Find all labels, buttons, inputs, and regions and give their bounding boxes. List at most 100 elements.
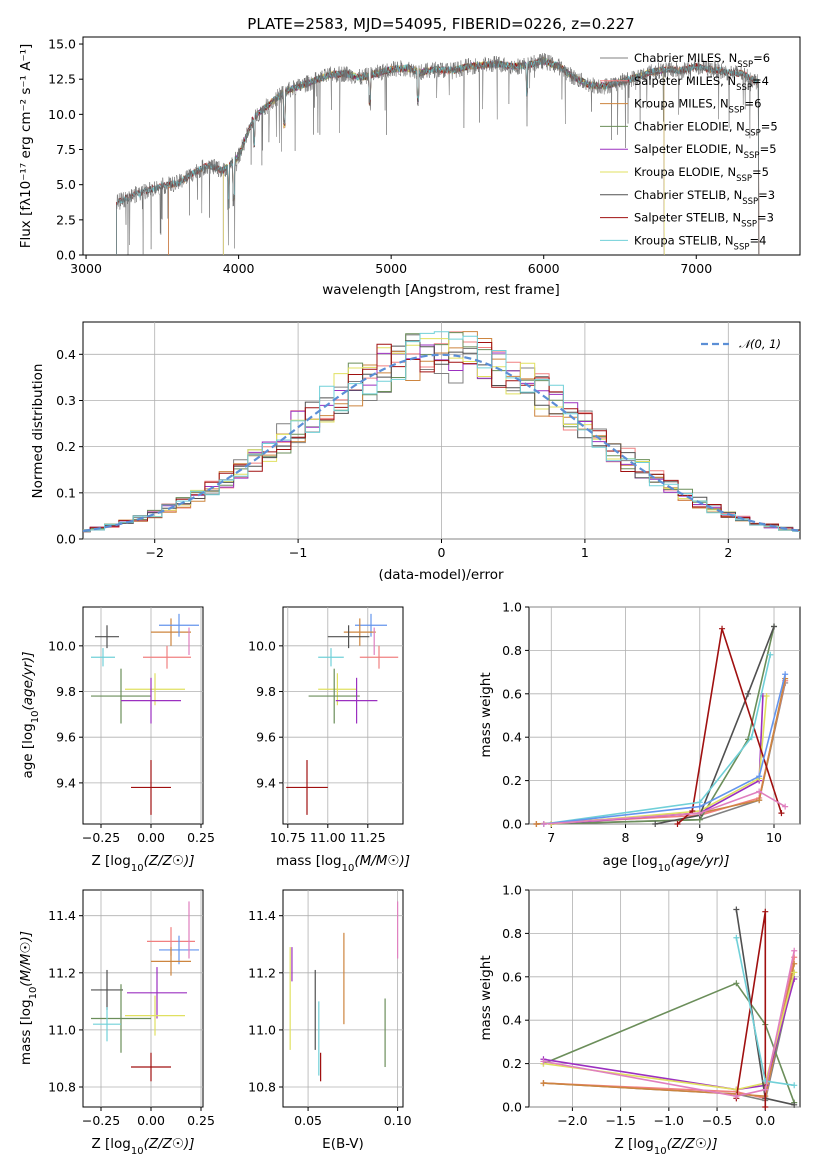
x-tick-label: −2: [145, 545, 163, 560]
y-tick-label: 11.4: [248, 908, 276, 923]
legend-label-sub: SSP: [741, 220, 757, 230]
weight-point-marker: [762, 1104, 769, 1110]
age-vs-metallicity-frame: [82, 606, 204, 825]
legend-label: Chabrier MILES, NSSP=6: [634, 51, 770, 70]
histogram-series-step: [83, 331, 800, 532]
weight-point-marker: [674, 821, 681, 827]
weight-point-marker: [540, 1080, 547, 1087]
spectrum-lines: [116, 53, 760, 255]
residuals-y-ticks: 0.0 0.1 0.2 0.3 0.4: [56, 347, 83, 547]
weight-vs-metallicity-y-axis-label: mass weight: [478, 955, 494, 1040]
weight-point-marker: [540, 821, 547, 827]
y-tick-label: 0.4: [502, 1013, 522, 1028]
x-tick-label: 0.00: [137, 1113, 165, 1128]
y-tick-label: 0.4: [502, 730, 522, 745]
weight-series-line: [676, 628, 783, 825]
x-tick-label: −0.5: [702, 1113, 732, 1128]
legend-label-sub: SSP: [736, 83, 752, 93]
y-tick-label: 0.0: [502, 1100, 522, 1115]
spectrum-frame: [82, 36, 801, 256]
legend-label-main: Salpeter STELIB, N: [634, 211, 741, 225]
x-tick-label: 0.00: [137, 830, 165, 845]
legend-label-sub: SSP: [744, 151, 760, 161]
residuals-y-axis-label: Normed distribution: [30, 364, 46, 499]
legend-label-normal: 𝒩(0, 1): [739, 337, 781, 351]
weight-point-marker: [778, 810, 785, 817]
legend-label-sub: SSP: [734, 242, 750, 252]
mass-vs-metallicity-panel: −0.25 0.00 0.25 10.8 11.0 11.2 11.4 Z [log10(Z…: [18, 889, 215, 1157]
x-tick-label: 7000: [680, 261, 712, 276]
y-tick-label: 10.8: [248, 1080, 276, 1095]
mass-vs-extinction-panel: 0.05 0.10 10.8 11.0 11.2 11.4 E(B-V): [248, 889, 412, 1152]
y-tick-label: 0.2: [56, 439, 76, 454]
legend-label: Salpeter ELODIE, NSSP=5: [634, 142, 777, 161]
y-tick-label: 12.5: [48, 72, 76, 87]
x-tick-label: 3000: [70, 261, 102, 276]
x-tick-label: −2.0: [557, 1113, 587, 1128]
weight-point-marker: [719, 625, 726, 632]
weight-vs-metallicity-frame: [528, 889, 801, 1108]
weight-point-marker: [771, 623, 778, 630]
weight-point-marker: [791, 947, 798, 954]
normal-distribution-curve: [82, 353, 801, 532]
y-tick-label: 0.0: [56, 248, 76, 263]
weight-point-marker: [767, 651, 774, 658]
y-tick-label: 9.4: [56, 775, 76, 790]
mass-vs-metallicity-x-axis-label: Z [log10(Z/Z☉)]: [91, 1136, 194, 1157]
weight-point-marker: [748, 734, 755, 741]
model-series-line: [116, 58, 760, 255]
weight-point-marker: [782, 803, 789, 810]
y-tick-label: 0.0: [502, 817, 522, 832]
legend-label-main: Chabrier MILES, N: [634, 51, 737, 65]
weight-series-line: [536, 678, 786, 825]
weight-point-marker: [756, 788, 763, 795]
x-tick-label: −1: [289, 545, 307, 560]
spectrum-y-ticks: 0.0 2.5 5.0 7.5 10.0 12.5 15.0: [48, 37, 83, 263]
legend-label-tail: =4: [752, 74, 769, 88]
x-tick-label: 0.25: [187, 1113, 215, 1128]
age-vs-mass-x-axis-label: mass [log10(M/M☉)]: [276, 853, 410, 874]
x-tick-label: 10: [766, 830, 782, 845]
x-tick-label: −1.0: [654, 1113, 684, 1128]
y-tick-label: 11.4: [48, 908, 76, 923]
weight-point-marker: [733, 980, 740, 987]
age-vs-metallicity-panel: −0.25 0.00 0.25 9.4 9.6 9.8 10.0 Z [log10(Z/Z☉…: [20, 606, 215, 874]
weight-vs-age-panel: 7 8 9 10 0.0 0.2 0.4 0.6 0.8 1.0 age [log10(age/y…: [478, 600, 801, 874]
x-tick-label: 11.25: [350, 830, 386, 845]
age-vs-mass-panel: 10.75 11.00 11.25 9.4 9.6 9.8 10.0 mass [log10…: [248, 606, 410, 874]
y-tick-label: 0.0: [56, 532, 76, 547]
weight-series-line: [655, 626, 775, 825]
weight-vs-metallicity-panel: −2.0 −1.5 −1.0 −0.5 0.0 0.0 0.2 0.4 0.6 0.8 1.0 Z …: [478, 883, 801, 1157]
mass-vs-extinction-frame: [282, 889, 404, 1108]
legend-label-main: Salpeter MILES, N: [634, 74, 736, 88]
weight-point-marker: [791, 1082, 798, 1089]
histogram-series-step: [83, 342, 800, 532]
age-vs-mass-frame: [282, 606, 404, 825]
legend-label-main: Kroupa MILES, N: [634, 97, 729, 111]
spectrum-x-ticks: 3000 4000 5000 6000 7000: [70, 255, 712, 276]
x-tick-label: 0.0: [755, 1113, 775, 1128]
mass-vs-extinction-x-axis-label: E(B-V): [322, 1136, 364, 1152]
weight-point-marker: [696, 810, 703, 817]
weight-point-marker: [782, 671, 789, 678]
age-vs-mass-marks: 10.75 11.00 11.25 9.4 9.6 9.8 10.0: [248, 607, 403, 845]
y-tick-label: 0.4: [56, 347, 76, 362]
x-tick-label: 5000: [375, 261, 407, 276]
weight-point-marker: [763, 692, 770, 699]
model-series-line: [116, 57, 760, 255]
weight-series-line: [543, 950, 795, 1098]
legend-label: Kroupa ELODIE, NSSP=5: [634, 165, 769, 184]
weight-point-marker: [733, 934, 740, 941]
spectrum-x-axis-label: wavelength [Angstrom, rest frame]: [322, 282, 560, 298]
legend-label: Chabrier ELODIE, NSSP=5: [634, 119, 778, 138]
y-tick-label: 0.8: [502, 643, 522, 658]
mass-vs-metallicity-frame: [82, 889, 204, 1108]
legend-label-tail: =5: [760, 142, 777, 156]
model-series-line: [116, 58, 760, 255]
weight-point-marker: [791, 969, 798, 976]
weight-series-line: [551, 626, 775, 825]
age-vs-metallicity-x-axis-label: Z [log10(Z/Z☉)]: [91, 853, 194, 874]
weight-series-line: [551, 695, 764, 825]
y-tick-label: 11.0: [248, 1022, 276, 1037]
weight-point-marker: [762, 1086, 769, 1093]
